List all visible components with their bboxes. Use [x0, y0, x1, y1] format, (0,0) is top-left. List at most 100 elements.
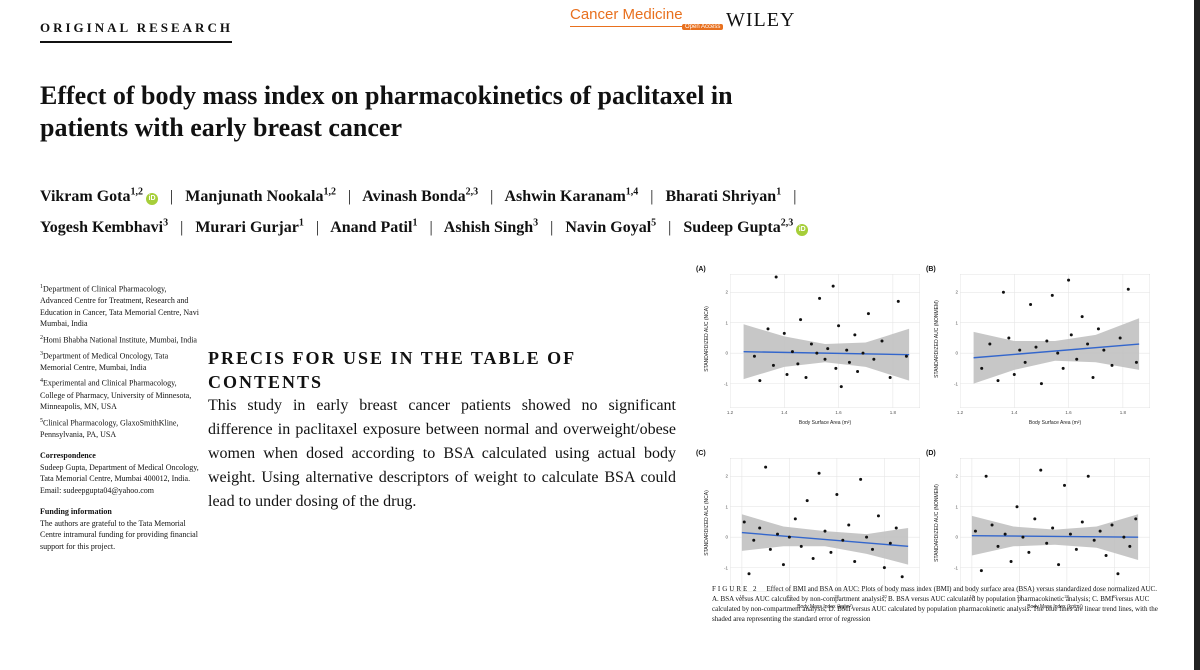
data-point	[823, 357, 827, 361]
author-separator: |	[170, 188, 174, 206]
data-point	[1110, 363, 1114, 367]
y-tick-label: -1	[953, 381, 958, 387]
figure-caption: FIGURE 2 Effect of BMI and BSA on AUC: Pl…	[712, 584, 1164, 624]
x-tick-label: 1.6	[1065, 410, 1072, 415]
trend-line	[741, 531, 909, 548]
author-separator: |	[180, 218, 184, 236]
data-point	[1126, 287, 1130, 291]
figure-label: FIGURE 2	[712, 585, 759, 593]
x-tick-label: 18	[739, 594, 745, 599]
data-point	[847, 523, 851, 527]
data-point	[872, 357, 876, 361]
author-affiliation-sup: 1	[412, 217, 418, 229]
data-point	[782, 331, 786, 335]
precis-body: This study in early breast cancer patien…	[208, 397, 676, 510]
y-axis-label: STANDARDIZED AUC (NCA)	[704, 306, 710, 372]
section-label: ORIGINAL RESEARCH	[40, 20, 233, 35]
data-point	[1086, 342, 1090, 346]
author-affiliation-sup: 1,2	[323, 187, 336, 198]
data-point	[866, 312, 870, 316]
author-affiliation-sup: 3	[163, 217, 169, 229]
data-point	[1067, 278, 1071, 282]
correspondence: Correspondence Sudeep Gupta, Department …	[40, 450, 200, 496]
author-affiliation-sup: 2,3	[465, 187, 479, 198]
y-tick-label: 0	[955, 534, 958, 540]
data-point	[834, 366, 838, 370]
data-point	[894, 526, 898, 530]
orcid-icon: iD	[796, 223, 809, 236]
data-point	[793, 517, 797, 521]
author-name: Vikram Gota1,2iD	[40, 187, 159, 206]
data-point	[988, 342, 992, 346]
panel-label: (B)	[926, 266, 936, 273]
affiliation-number: 4	[40, 378, 43, 385]
data-point	[823, 529, 827, 533]
data-point	[1074, 547, 1078, 551]
correspondence-heading: Correspondence	[40, 451, 96, 461]
y-tick-labels: -1 0 1 2	[718, 458, 728, 592]
data-point	[774, 275, 778, 279]
x-axis-label: Body Surface Area (m²)	[1028, 420, 1082, 426]
affiliation: 4Experimental and Clinical Pharmacology,…	[40, 376, 200, 412]
data-point	[787, 535, 791, 539]
data-point	[1039, 382, 1043, 386]
figure-caption-text: Effect of BMI and BSA on AUC: Plots of b…	[712, 585, 1158, 623]
author-name: Yogesh Kembhavi3	[40, 217, 169, 236]
section-rule	[40, 41, 232, 43]
author-separator: |	[315, 218, 320, 236]
data-point	[904, 354, 908, 358]
journal-name: Cancer Medicine	[570, 6, 683, 23]
data-point	[1029, 302, 1033, 306]
data-point	[996, 379, 1000, 383]
data-point	[1068, 532, 1072, 536]
data-point	[1023, 360, 1027, 364]
data-point	[1051, 526, 1055, 530]
affiliation-number: 5	[40, 417, 43, 424]
data-point	[1015, 505, 1019, 509]
x-tick-label: 1.4	[1011, 410, 1018, 415]
data-point	[1056, 351, 1060, 355]
standard-error-band	[971, 514, 1139, 560]
y-tick-label: 1	[955, 504, 958, 510]
x-tick-label: 26	[1064, 594, 1070, 599]
plot-svg	[730, 274, 920, 408]
data-point	[1009, 560, 1013, 564]
y-tick-label: 2	[725, 473, 728, 479]
data-point	[871, 547, 874, 551]
data-point	[829, 550, 833, 554]
data-point	[804, 376, 808, 380]
data-point	[1057, 563, 1061, 567]
publisher-logo: WILEY	[726, 9, 796, 31]
data-point	[1102, 348, 1106, 352]
data-point	[1018, 348, 1022, 352]
figure-panel: (C) STANDARDIZED AUC (NCA) Body Mass Index…	[696, 450, 928, 614]
data-point	[859, 477, 863, 481]
affiliation-text: Clinical Pharmacology, GlaxoSmithKline, …	[40, 418, 179, 439]
data-point	[826, 347, 830, 351]
author-name: Ashwin Karanam1,4	[504, 187, 639, 206]
data-point	[1012, 373, 1016, 376]
data-point	[865, 535, 869, 539]
data-point	[831, 284, 835, 288]
data-point	[790, 350, 794, 354]
data-point	[818, 296, 822, 300]
x-tick-labels: 1.2 1.4 1.6 1.8	[957, 410, 1150, 418]
author-separator: |	[490, 188, 494, 206]
panel-label: (A)	[696, 266, 706, 273]
data-point	[1091, 376, 1095, 380]
plot-area	[730, 458, 920, 592]
data-point	[766, 327, 770, 331]
data-point	[776, 532, 779, 536]
standard-error-band	[743, 324, 910, 381]
data-point	[900, 575, 904, 579]
data-point	[1007, 336, 1011, 340]
data-point	[1092, 538, 1096, 542]
data-point	[973, 529, 977, 533]
data-point	[1118, 336, 1122, 340]
data-point	[781, 563, 785, 567]
author-separator: |	[668, 218, 672, 236]
data-point	[979, 569, 983, 573]
data-point	[758, 526, 762, 530]
data-point	[1034, 345, 1038, 349]
data-point	[888, 541, 892, 545]
